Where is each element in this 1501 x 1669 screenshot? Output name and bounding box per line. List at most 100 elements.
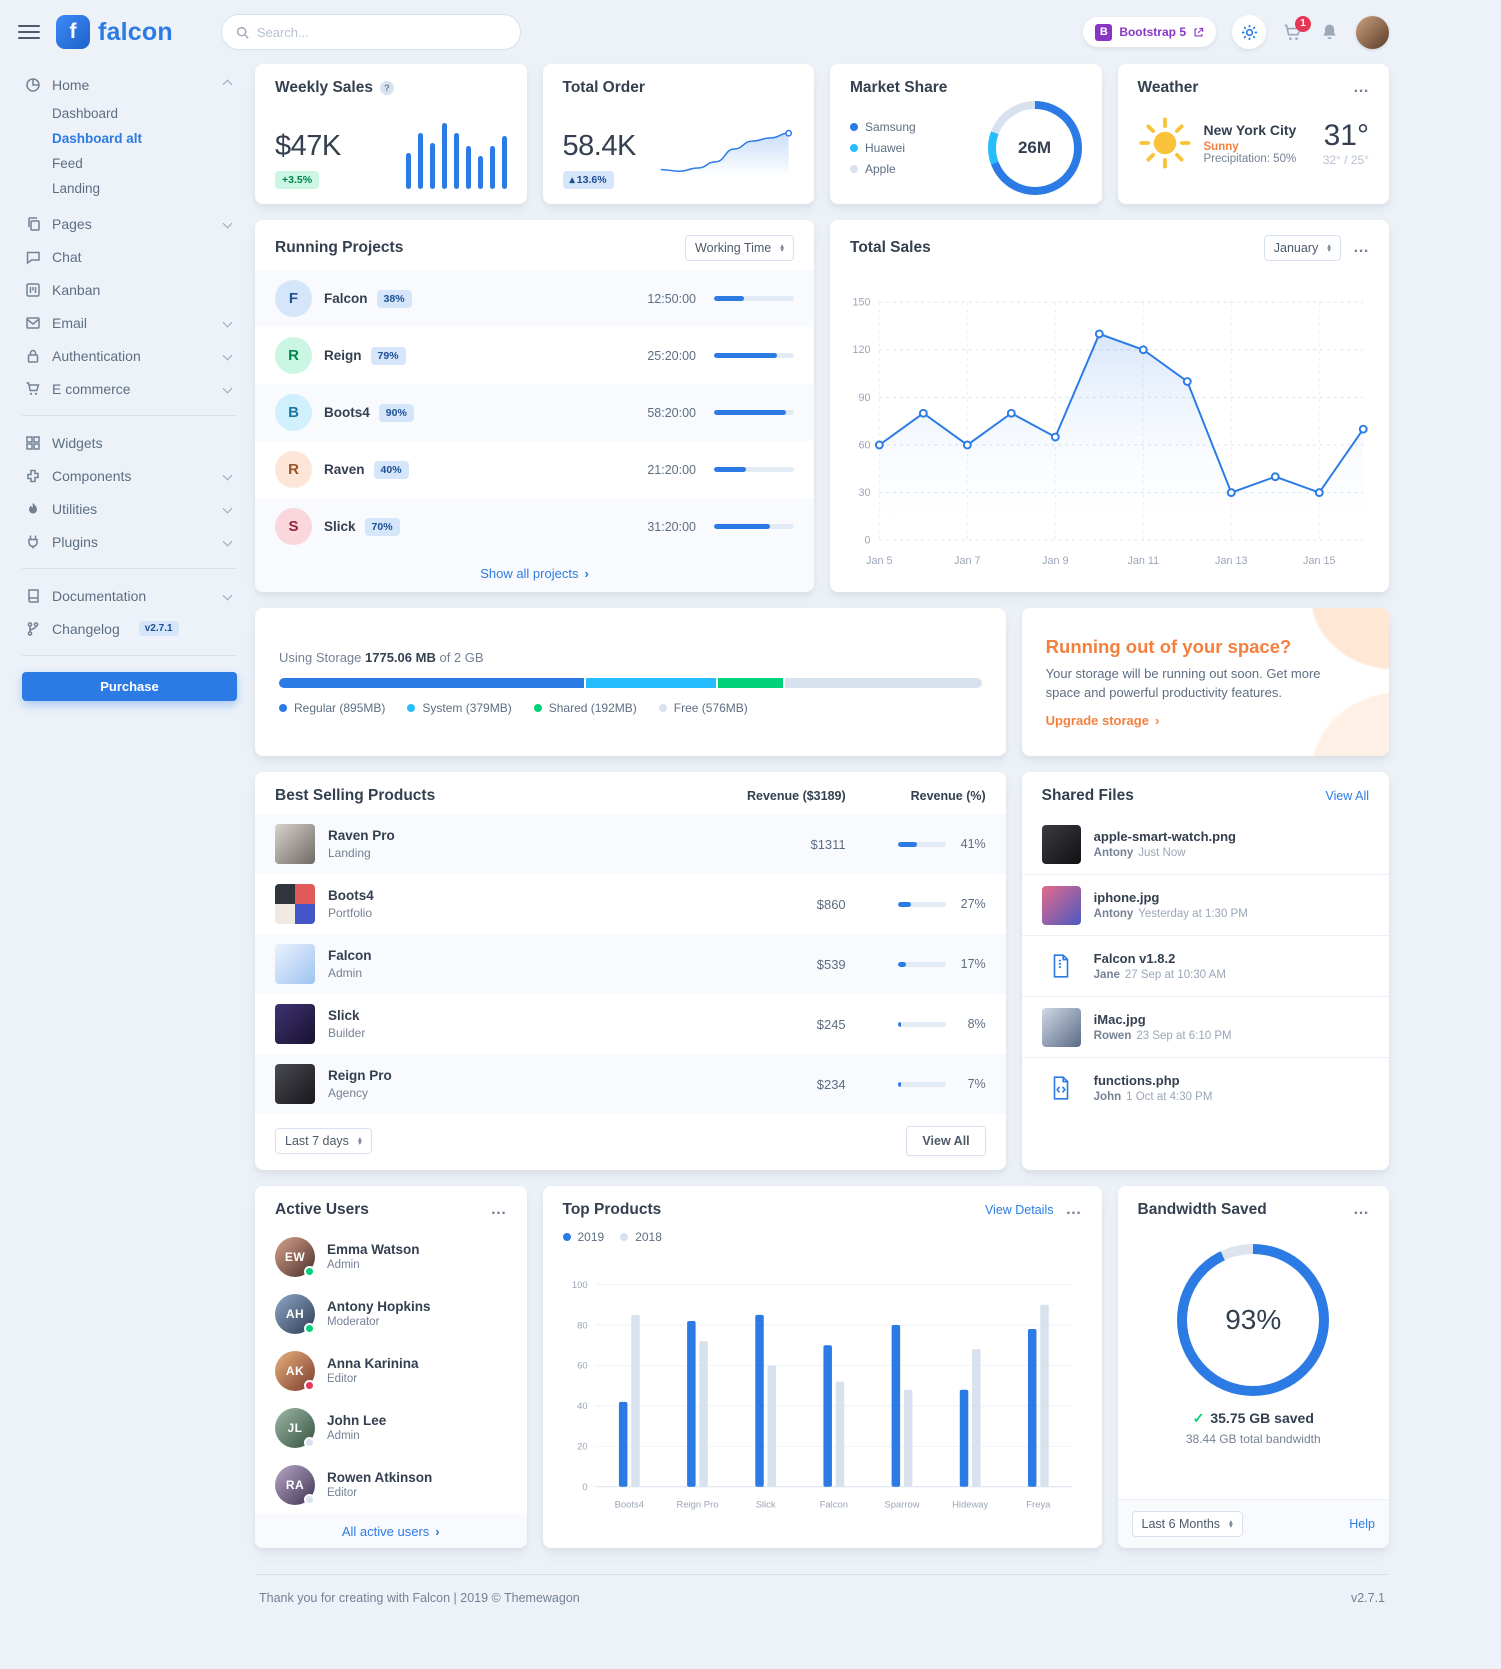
card-menu-icon[interactable] — [1066, 1206, 1082, 1214]
sidebar-item-kanban[interactable]: Kanban — [22, 273, 237, 306]
help-link[interactable]: Help — [1349, 1517, 1375, 1531]
file-name[interactable]: functions.php — [1093, 1073, 1180, 1088]
card-menu-icon[interactable] — [491, 1206, 507, 1214]
product-name[interactable]: Reign Pro — [328, 1068, 392, 1083]
user-name[interactable]: Emma Watson — [327, 1242, 420, 1257]
months-select[interactable]: Last 6 Months ▴ ▾ — [1131, 1511, 1243, 1537]
status-dot — [304, 1493, 315, 1505]
search-input[interactable] — [256, 24, 506, 40]
view-details-link[interactable]: View Details — [984, 1203, 1054, 1217]
market-share-title: Market Share — [850, 79, 948, 96]
file-user: John — [1093, 1091, 1122, 1103]
sidebar-item-home[interactable]: Home — [22, 68, 237, 101]
file-name[interactable]: iphone.jpg — [1093, 890, 1160, 905]
weekly-sales-bar-chart — [379, 123, 507, 189]
legend-dot — [533, 703, 542, 712]
file-thumbnail — [1041, 1007, 1081, 1047]
user-name[interactable]: Antony Hopkins — [327, 1299, 431, 1314]
sidebar-item-changelog[interactable]: Changelog v2.7.1 — [22, 612, 237, 645]
product-row: Falcon Admin $539 17% — [255, 934, 1006, 994]
file-name[interactable]: apple-smart-watch.png — [1093, 829, 1236, 844]
sidebar-item-landing[interactable]: Landing — [52, 181, 101, 196]
file-thumbnail — [1041, 824, 1081, 864]
legend-item: Samsung — [850, 120, 916, 134]
legend-dot — [407, 703, 416, 712]
product-name[interactable]: Boots4 — [328, 888, 374, 903]
date-range-select[interactable]: Last 7 days ▴ ▾ — [275, 1128, 372, 1154]
sidebar-item-chat[interactable]: Chat — [22, 240, 237, 273]
product-name[interactable]: Raven Pro — [328, 828, 395, 843]
sidebar-item-documentation[interactable]: Documentation — [22, 579, 237, 612]
user-name[interactable]: Anna Karinina — [327, 1356, 419, 1371]
sidebar-item-label: Changelog — [52, 620, 120, 637]
project-name[interactable]: Falcon — [324, 291, 368, 306]
weekly-sales-card: Weekly Sales $47K +3.5% — [255, 64, 527, 204]
bootstrap5-badge[interactable]: B Bootstrap 5 — [1083, 17, 1216, 47]
product-category[interactable]: Landing — [328, 846, 371, 860]
file-name[interactable]: Falcon v1.8.2 — [1093, 951, 1176, 966]
product-name[interactable]: Falcon — [328, 948, 372, 963]
sidebar-item-pages[interactable]: Pages — [22, 207, 237, 240]
user-role: Admin — [327, 1259, 360, 1271]
svg-text:Jan 11: Jan 11 — [1127, 555, 1159, 567]
sidebar-item-dashboard-alt[interactable]: Dashboard alt — [52, 131, 143, 146]
card-menu-icon[interactable] — [1353, 84, 1369, 92]
sidebar-item-dashboard[interactable]: Dashboard — [52, 106, 119, 121]
active-users-title: Active Users — [275, 1201, 369, 1218]
sidebar-item-plugins[interactable]: Plugins — [22, 525, 237, 558]
sidebar-item-ecommerce[interactable]: E commerce — [22, 372, 237, 405]
user-name[interactable]: John Lee — [327, 1413, 387, 1428]
show-all-projects-link[interactable]: Show all projects — [255, 555, 814, 592]
product-category[interactable]: Builder — [328, 1026, 366, 1040]
page-footer: Thank you for creating with Falcon | 201… — [255, 1574, 1389, 1635]
project-name[interactable]: Boots4 — [324, 405, 370, 420]
sidebar-item-email[interactable]: Email — [22, 306, 237, 339]
product-category[interactable]: Portfolio — [328, 906, 373, 920]
files-list: apple-smart-watch.png Antony Just Now ipho… — [1021, 814, 1389, 1118]
sidebar-item-utilities[interactable]: Utilities — [22, 492, 237, 525]
falcon-dashboard: f falcon B Bootstrap 5 1 — [0, 0, 1501, 1635]
view-all-button[interactable]: View All — [906, 1126, 986, 1156]
bandwidth-percent: 93% — [1225, 1304, 1282, 1335]
brand-logo[interactable]: f falcon — [56, 15, 173, 49]
sidebar-item-widgets[interactable]: Widgets — [22, 426, 237, 459]
file-name[interactable]: iMac.jpg — [1093, 1012, 1146, 1027]
sidebar-item-components[interactable]: Components — [22, 459, 237, 492]
user-role: Admin — [327, 1430, 360, 1442]
home-submenu: Dashboard Dashboard alt Feed Landing — [22, 101, 237, 207]
product-category[interactable]: Admin — [328, 966, 363, 980]
notifications-button[interactable] — [1319, 22, 1340, 43]
kanban-icon — [24, 281, 41, 298]
all-active-users-link[interactable]: All active users — [255, 1513, 527, 1548]
menu-toggle-button[interactable] — [18, 25, 40, 39]
project-name[interactable]: Reign — [324, 348, 362, 363]
sidebar-item-authentication[interactable]: Authentication — [22, 339, 237, 372]
file-user: Rowen — [1093, 1030, 1132, 1042]
settings-button[interactable] — [1232, 15, 1266, 49]
card-menu-icon[interactable] — [1353, 1206, 1369, 1214]
file-time: 27 Sep at 10:30 AM — [1124, 969, 1226, 981]
month-select[interactable]: January ▴ ▾ — [1263, 235, 1341, 261]
shared-files-view-all-link[interactable]: View All — [1325, 789, 1369, 803]
purchase-button[interactable]: Purchase — [22, 672, 237, 701]
storage-card: Using Storage 1775.06 MB of 2 GB Regular… — [255, 608, 1006, 756]
user-name[interactable]: Rowen Atkinson — [327, 1470, 433, 1485]
sidebar-item-label: Pages — [52, 215, 92, 232]
file-row: iMac.jpg Rowen 23 Sep at 6:10 PM — [1021, 996, 1389, 1057]
upgrade-storage-link[interactable]: Upgrade storage — [1046, 713, 1365, 728]
user-avatar[interactable] — [1356, 15, 1389, 49]
brand-name: falcon — [98, 17, 173, 46]
product-thumbnail — [275, 824, 315, 864]
project-name[interactable]: Raven — [324, 462, 365, 477]
card-menu-icon[interactable] — [1353, 244, 1369, 252]
project-name[interactable]: Slick — [324, 519, 356, 534]
help-icon[interactable] — [379, 81, 394, 95]
product-revenue: $1311 — [810, 836, 846, 852]
users-list: EW Emma Watson Admin AH Antony Hopkins Mod… — [255, 1228, 527, 1513]
cart-button[interactable]: 1 — [1282, 15, 1311, 43]
sidebar-item-feed[interactable]: Feed — [52, 156, 83, 171]
product-category[interactable]: Agency — [328, 1086, 369, 1100]
product-name[interactable]: Slick — [328, 1008, 360, 1023]
working-time-select[interactable]: Working Time ▴ ▾ — [685, 235, 794, 261]
svg-text:Jan 5: Jan 5 — [866, 555, 892, 567]
